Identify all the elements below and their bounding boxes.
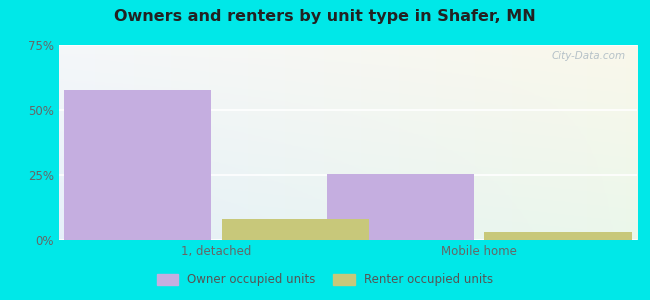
Bar — [327, 174, 474, 240]
Bar — [484, 232, 632, 240]
Legend: Owner occupied units, Renter occupied units: Owner occupied units, Renter occupied un… — [152, 269, 498, 291]
Text: Owners and renters by unit type in Shafer, MN: Owners and renters by unit type in Shafe… — [114, 9, 536, 24]
Bar — [64, 91, 211, 240]
Text: City-Data.com: City-Data.com — [551, 51, 625, 61]
Bar — [222, 219, 369, 240]
